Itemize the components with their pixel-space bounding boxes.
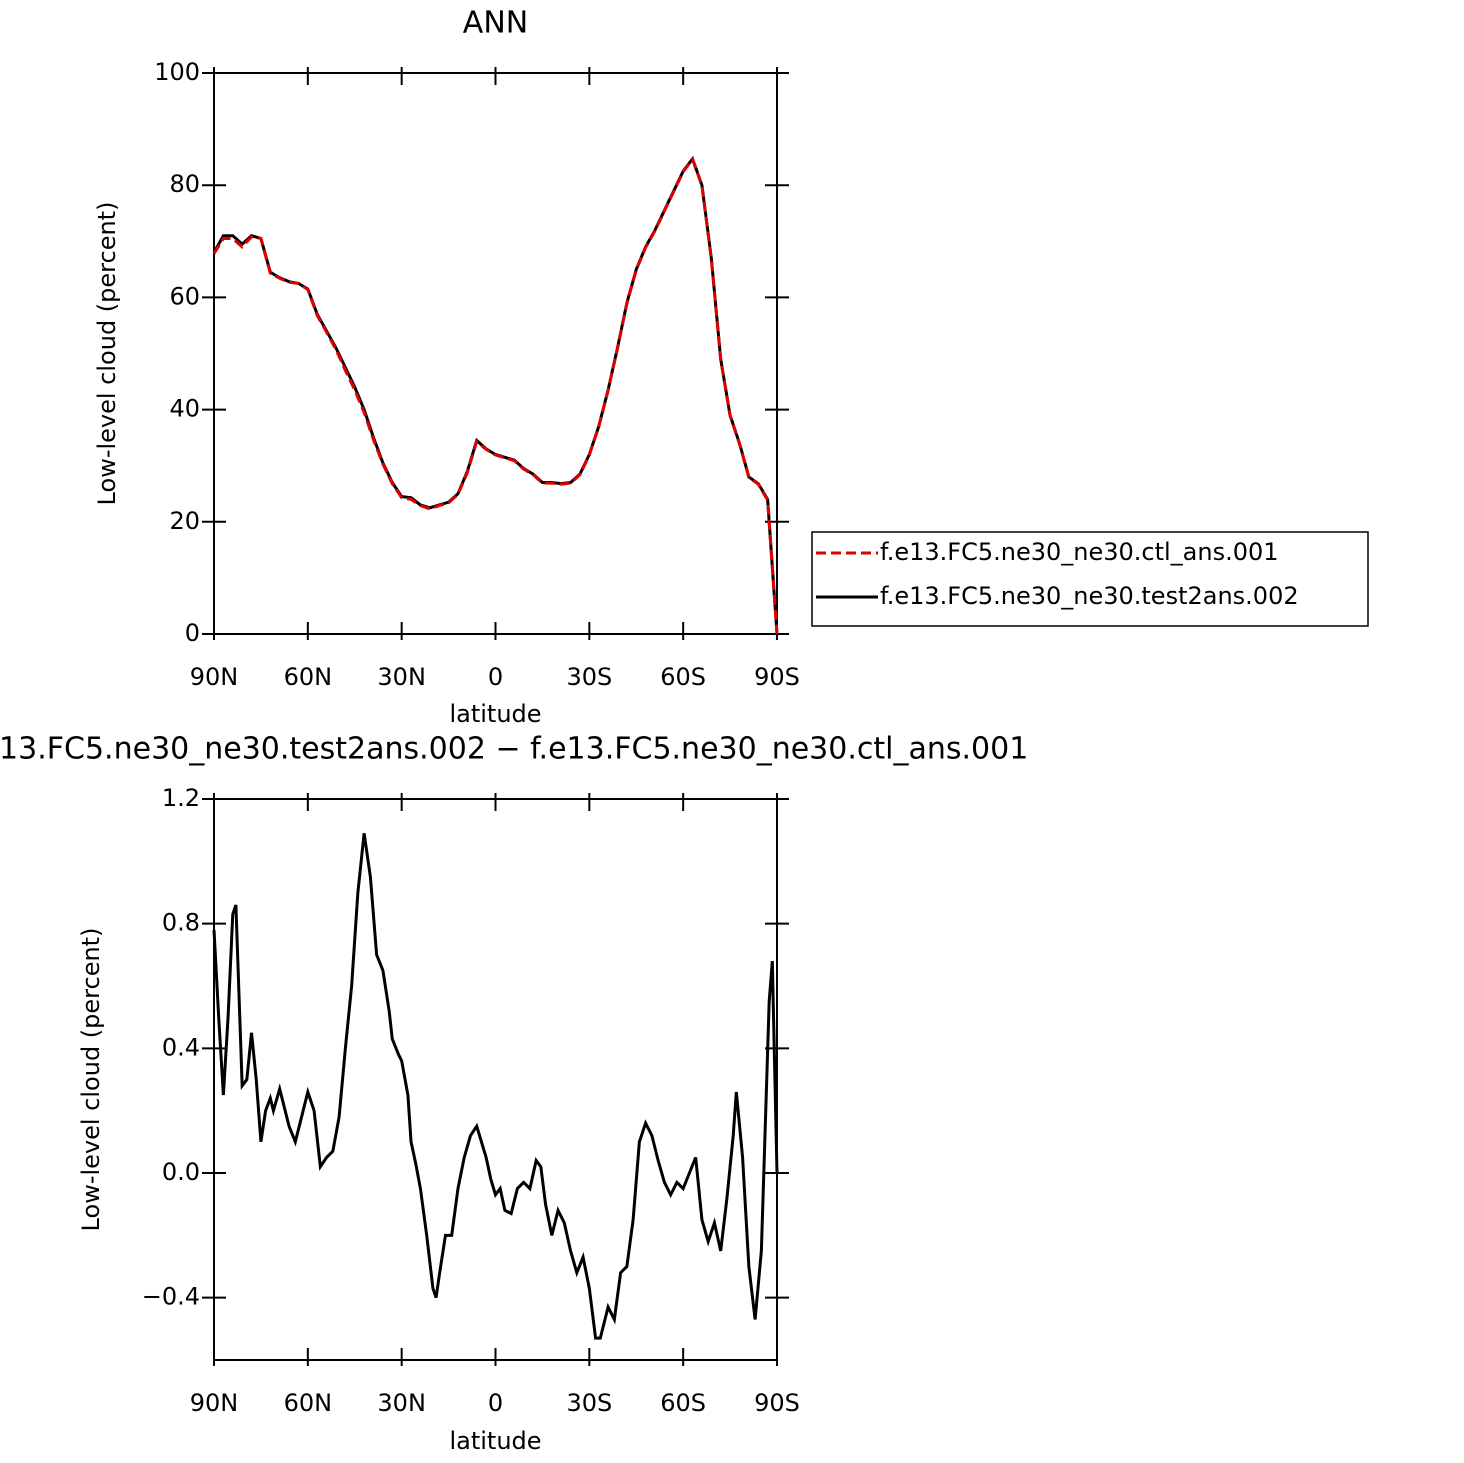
x-tick-label: 30N <box>377 663 426 691</box>
x-tick-label: 90S <box>754 663 800 691</box>
legend: f.e13.FC5.ne30_ne30.ctl_ans.001 f.e13.FC5… <box>811 531 1369 627</box>
data-line <box>212 833 779 1340</box>
x-tick-label: 60S <box>660 663 706 691</box>
plot-frame <box>213 798 778 1361</box>
x-axis-label: latitude <box>449 700 541 728</box>
y-tick-label: 0.8 <box>162 909 200 937</box>
x-tick-label: 90S <box>754 1389 800 1417</box>
x-axis-label: latitude <box>449 1427 541 1455</box>
legend-box <box>811 531 1369 627</box>
y-tick-label: −0.4 <box>142 1283 200 1311</box>
y-tick-label: 0 <box>185 619 200 647</box>
x-tick-label: 0 <box>488 1389 503 1417</box>
x-tick-label: 90N <box>190 663 239 691</box>
y-axis-label: Low-level cloud (percent) <box>77 928 105 1232</box>
y-tick-label: 60 <box>169 282 200 310</box>
x-tick-label: 60N <box>284 663 333 691</box>
y-tick-label: 80 <box>169 170 200 198</box>
x-tick-label: 60N <box>284 1389 333 1417</box>
x-tick-label: 30N <box>377 1389 426 1417</box>
x-tick-label: 0 <box>488 663 503 691</box>
y-tick-label: 0.4 <box>162 1033 200 1061</box>
y-tick-label: 40 <box>169 395 200 423</box>
y-axis-label: Low-level cloud (percent) <box>93 202 121 506</box>
legend-label: f.e13.FC5.ne30_ne30.ctl_ans.001 <box>880 538 1279 566</box>
x-tick-label: 60S <box>660 1389 706 1417</box>
x-tick-label: 90N <box>190 1389 239 1417</box>
chart-title: f.e13.FC5.ne30_ne30.test2ans.002 − f.e13… <box>0 732 1028 767</box>
y-tick-label: 1.2 <box>162 784 200 812</box>
y-tick-label: 20 <box>169 507 200 535</box>
data-line <box>212 155 779 635</box>
y-tick-label: 100 <box>154 58 200 86</box>
x-tick-label: 30S <box>566 1389 612 1417</box>
x-tick-label: 30S <box>566 663 612 691</box>
y-tick-label: 0.0 <box>162 1158 200 1186</box>
data-line <box>212 156 779 635</box>
legend-label: f.e13.FC5.ne30_ne30.test2ans.002 <box>880 582 1299 610</box>
chart-title: ANN <box>463 6 528 41</box>
plot-frame <box>213 72 778 635</box>
